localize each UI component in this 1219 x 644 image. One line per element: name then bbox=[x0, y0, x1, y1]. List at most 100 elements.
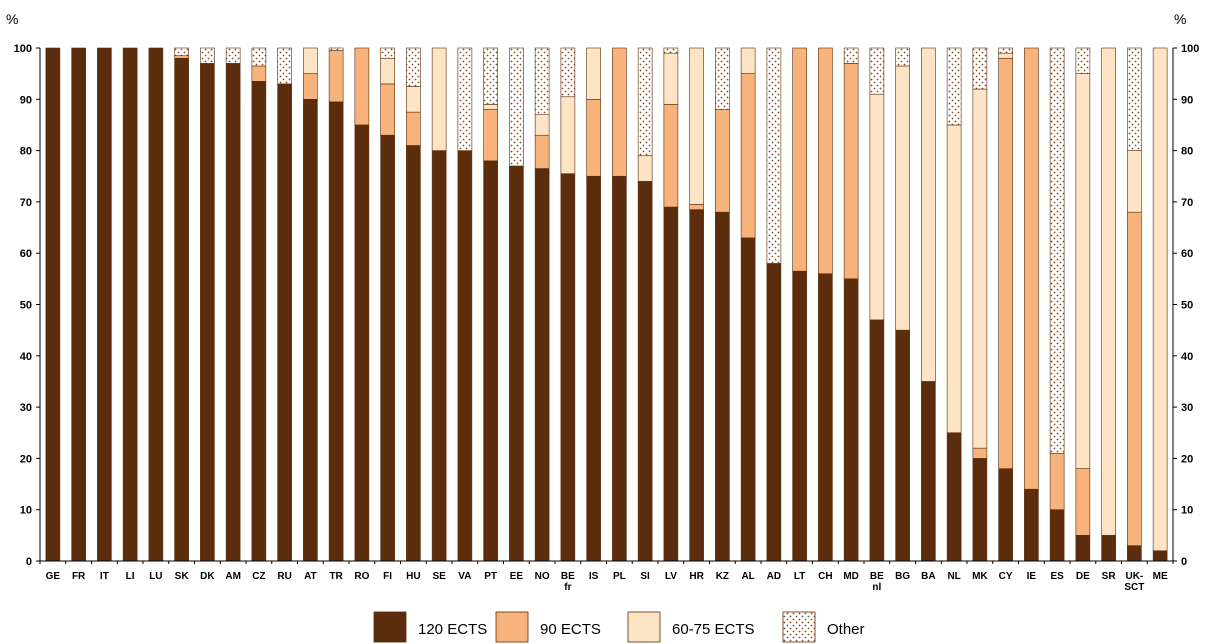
bar-is-series-0 bbox=[586, 175, 601, 562]
category-label: BE bbox=[561, 571, 575, 582]
left-tick-label: 60 bbox=[20, 248, 32, 260]
bar-tr-series-1 bbox=[328, 50, 344, 103]
bar-ge-series-0 bbox=[45, 47, 61, 562]
right-tick-label: 60 bbox=[1181, 248, 1193, 260]
bar-it-series-0 bbox=[97, 47, 112, 562]
bar-no-series-2 bbox=[534, 114, 550, 136]
bar-is-series-2 bbox=[586, 47, 601, 100]
bar-pl-series-1 bbox=[612, 47, 627, 177]
category-label: LI bbox=[126, 571, 135, 582]
bar-fi-series-3 bbox=[380, 47, 395, 59]
bar-ie-series-0 bbox=[1024, 488, 1039, 562]
bar-va-series-0 bbox=[457, 150, 473, 562]
bar-pl-series-0 bbox=[612, 175, 627, 562]
bar-at-series-1 bbox=[303, 73, 318, 100]
legend-swatch-1 bbox=[495, 611, 529, 643]
bar-at-series-0 bbox=[303, 99, 318, 562]
bar-at-series-2 bbox=[303, 47, 318, 74]
category-label: DE bbox=[1076, 571, 1090, 582]
bar-ru-series-0 bbox=[277, 83, 292, 562]
right-tick-label: 80 bbox=[1181, 146, 1193, 158]
bar-md-series-0 bbox=[843, 278, 859, 562]
legend-label-3: Other bbox=[827, 621, 865, 638]
bar-be-fr-series-3 bbox=[560, 47, 576, 98]
bar-md-series-3 bbox=[843, 47, 859, 64]
category-label: DK bbox=[200, 571, 215, 582]
right-axis-unit-label: % bbox=[1174, 11, 1186, 27]
bar-be-nl-series-2 bbox=[869, 93, 885, 321]
bar-ie-series-1 bbox=[1024, 47, 1039, 490]
bar-al-series-0 bbox=[740, 237, 756, 562]
bar-es-series-1 bbox=[1049, 452, 1065, 510]
bar-pt-series-2 bbox=[483, 104, 498, 110]
bar-fi-series-1 bbox=[380, 83, 395, 136]
category-label: UK- bbox=[1125, 571, 1143, 582]
bars-layer bbox=[45, 47, 1168, 562]
bar-no-series-1 bbox=[534, 134, 550, 169]
left-tick-label: 30 bbox=[20, 402, 32, 414]
bar-lt-series-0 bbox=[792, 270, 807, 562]
bar-cz-series-0 bbox=[251, 81, 267, 562]
category-label: CH bbox=[818, 571, 832, 582]
legend: 120 ECTS 90 ECTS 60-75 ECTS Other bbox=[373, 611, 865, 643]
category-label: SCT bbox=[1124, 582, 1144, 593]
bar-sk-series-1 bbox=[174, 55, 189, 59]
bar-hr-series-1 bbox=[689, 204, 704, 210]
category-label: BA bbox=[921, 571, 935, 582]
bar-va-series-3 bbox=[457, 47, 473, 151]
left-tick-label: 40 bbox=[20, 351, 32, 363]
category-label: CZ bbox=[252, 571, 265, 582]
category-label: TR bbox=[329, 571, 343, 582]
category-label: MK bbox=[972, 571, 988, 582]
bar-no-series-3 bbox=[534, 47, 550, 115]
bar-si-series-3 bbox=[637, 47, 653, 157]
category-label: IT bbox=[100, 571, 109, 582]
bar-no-series-0 bbox=[534, 168, 550, 562]
bar-pt-series-3 bbox=[483, 47, 498, 105]
category-label: NL bbox=[947, 571, 960, 582]
left-axis-unit-label: % bbox=[6, 11, 18, 27]
category-label: PL bbox=[613, 571, 626, 582]
bar-sr-series-2 bbox=[1101, 47, 1116, 536]
bar-nl-series-2 bbox=[946, 124, 962, 434]
bar-hu-series-2 bbox=[406, 86, 421, 113]
bar-tr-series-3 bbox=[328, 47, 344, 51]
category-label: ME bbox=[1153, 571, 1168, 582]
bar-es-series-3 bbox=[1049, 47, 1065, 454]
category-label: LT bbox=[794, 571, 805, 582]
category-label: LU bbox=[149, 571, 162, 582]
category-label: SI bbox=[640, 571, 650, 582]
left-tick-label: 50 bbox=[20, 300, 32, 312]
bar-ee-series-3 bbox=[509, 47, 524, 167]
bar-al-series-1 bbox=[740, 73, 756, 239]
category-label: AM bbox=[225, 571, 241, 582]
legend-swatch-2 bbox=[627, 611, 661, 643]
category-label: AL bbox=[741, 571, 754, 582]
category-label: HU bbox=[406, 571, 420, 582]
category-label: IS bbox=[589, 571, 599, 582]
bar-lv-series-2 bbox=[663, 52, 679, 105]
right-tick-label: 50 bbox=[1181, 300, 1193, 312]
bar-li-series-0 bbox=[122, 47, 138, 562]
bar-me-series-2 bbox=[1152, 47, 1168, 552]
category-label: AT bbox=[304, 571, 317, 582]
bar-cy-series-2 bbox=[998, 52, 1013, 59]
bar-fr-series-0 bbox=[71, 47, 86, 562]
bar-kz-series-1 bbox=[715, 109, 730, 213]
bar-se-series-0 bbox=[431, 150, 447, 562]
category-label: SR bbox=[1102, 571, 1117, 582]
category-label: IE bbox=[1027, 571, 1037, 582]
category-label: RO bbox=[354, 571, 369, 582]
legend-label-1: 90 ECTS bbox=[540, 621, 601, 638]
category-label: KZ bbox=[716, 571, 729, 582]
bar-cy-series-0 bbox=[998, 468, 1013, 562]
bar-ro-series-1 bbox=[354, 47, 370, 126]
bar-hr-series-0 bbox=[689, 209, 704, 562]
bar-de-series-2 bbox=[1075, 73, 1091, 469]
bar-ch-series-0 bbox=[818, 273, 833, 562]
bar-mk-series-0 bbox=[972, 458, 988, 562]
bar-cy-series-1 bbox=[998, 57, 1013, 469]
right-tick-label: 100 bbox=[1181, 43, 1199, 55]
category-label: CY bbox=[999, 571, 1013, 582]
category-label: AD bbox=[767, 571, 781, 582]
